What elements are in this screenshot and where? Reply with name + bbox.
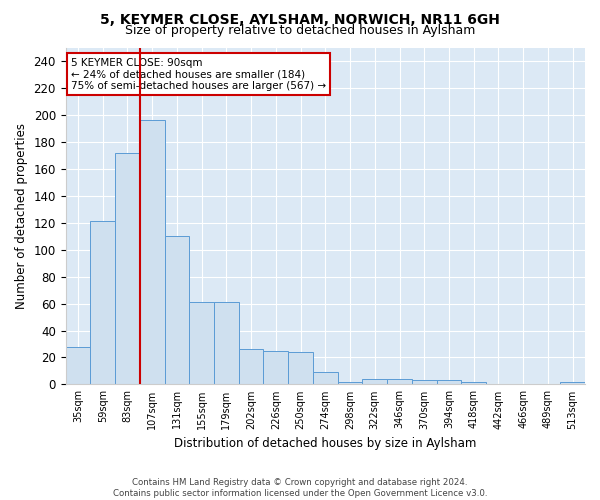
Bar	[190, 302, 214, 384]
Bar	[560, 382, 585, 384]
Bar	[362, 379, 387, 384]
Text: 5 KEYMER CLOSE: 90sqm
← 24% of detached houses are smaller (184)
75% of semi-det: 5 KEYMER CLOSE: 90sqm ← 24% of detached …	[71, 58, 326, 91]
Bar	[214, 302, 239, 384]
Bar	[115, 152, 140, 384]
Bar	[313, 372, 338, 384]
Bar	[387, 379, 412, 384]
Bar	[412, 380, 437, 384]
Y-axis label: Number of detached properties: Number of detached properties	[15, 123, 28, 309]
Bar	[263, 350, 288, 384]
Bar	[91, 222, 115, 384]
Bar	[164, 236, 190, 384]
Bar	[140, 120, 164, 384]
Bar	[288, 352, 313, 384]
Bar	[461, 382, 486, 384]
Bar	[437, 380, 461, 384]
Text: 5, KEYMER CLOSE, AYLSHAM, NORWICH, NR11 6GH: 5, KEYMER CLOSE, AYLSHAM, NORWICH, NR11 …	[100, 12, 500, 26]
Bar	[239, 350, 263, 384]
Bar	[65, 346, 91, 385]
Bar	[338, 382, 362, 384]
Text: Size of property relative to detached houses in Aylsham: Size of property relative to detached ho…	[125, 24, 475, 37]
Text: Contains HM Land Registry data © Crown copyright and database right 2024.
Contai: Contains HM Land Registry data © Crown c…	[113, 478, 487, 498]
X-axis label: Distribution of detached houses by size in Aylsham: Distribution of detached houses by size …	[174, 437, 476, 450]
